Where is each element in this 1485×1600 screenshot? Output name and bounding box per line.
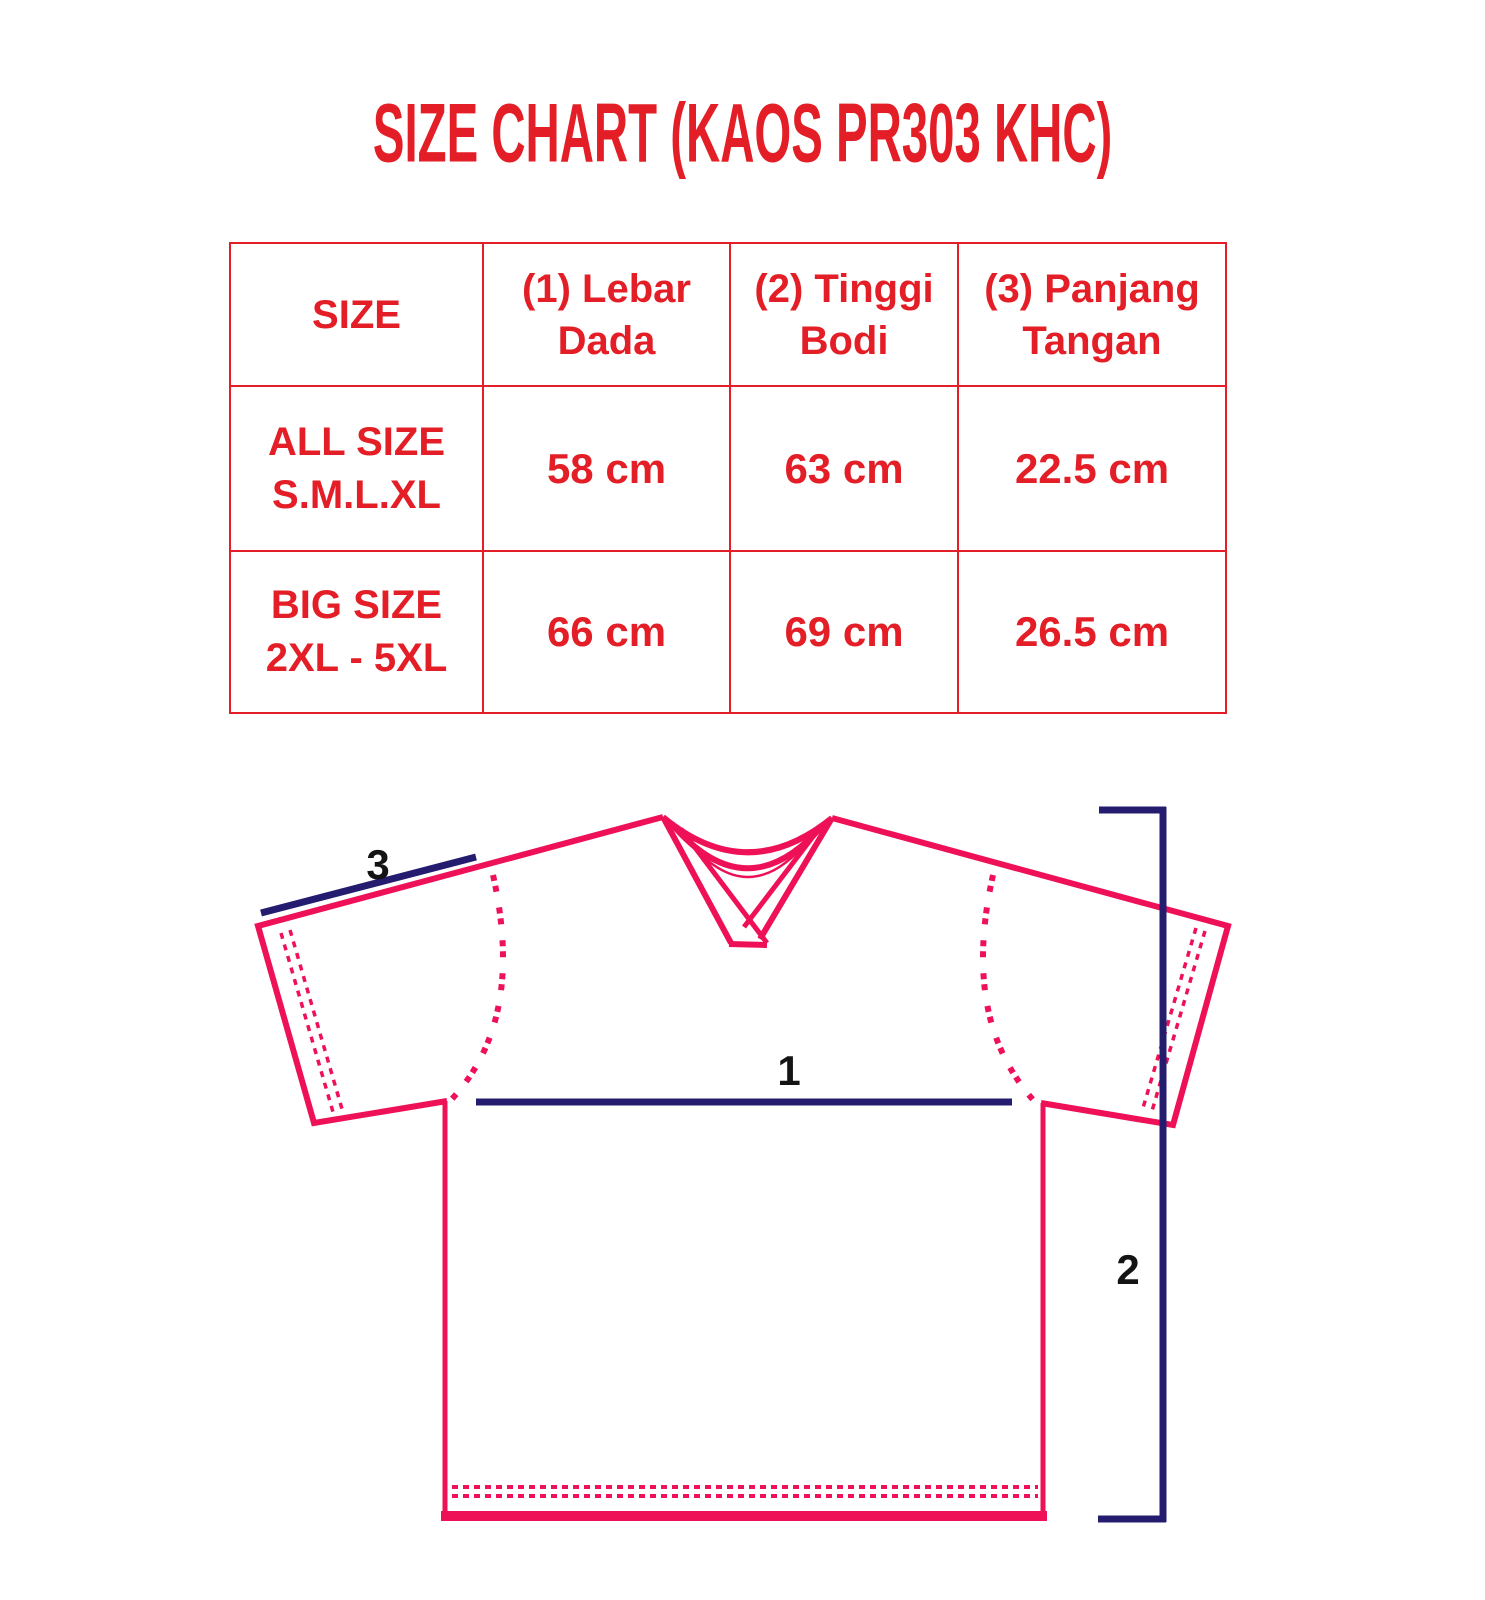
back-collar-top-arc bbox=[661, 814, 834, 856]
measurement-lines bbox=[260, 806, 1167, 1523]
collar-right-outer bbox=[757, 816, 835, 941]
cell-all-size-tinggi-bodi: 63 cm bbox=[729, 385, 959, 552]
cell-all-size-label: ALL SIZE S.M.L.XL bbox=[229, 385, 484, 552]
cell-big-size-panjang-tangan: 26.5 cm bbox=[957, 550, 1227, 714]
left-armhole-stitch bbox=[448, 874, 506, 1103]
right-armhole-stitch bbox=[980, 874, 1038, 1105]
vneck-collar bbox=[660, 814, 835, 948]
header-tinggi-bodi: (2) Tinggi Bodi bbox=[729, 242, 959, 387]
right-sleeve-outline bbox=[831, 815, 1232, 1129]
left-cuff-stitch-outer bbox=[279, 932, 335, 1113]
table-row-big-size: BIG SIZE 2XL - 5XL 66 cm 69 cm 26.5 cm bbox=[229, 550, 1227, 714]
cell-big-size-label: BIG SIZE 2XL - 5XL bbox=[229, 550, 484, 714]
collar-left-outer bbox=[660, 815, 734, 945]
left-sleeve-outline bbox=[254, 814, 664, 1127]
sleeve-length-label: 3 bbox=[366, 841, 389, 888]
back-collar-bottom-arc bbox=[669, 822, 826, 872]
cell-big-size-tinggi-bodi: 69 cm bbox=[729, 550, 959, 714]
cell-all-size-lebar-dada: 58 cm bbox=[482, 385, 731, 552]
all-size-label-line2: S.M.L.XL bbox=[272, 472, 441, 517]
page-title-text: SIZE CHART (KAOS PR303 KHC) bbox=[372, 86, 1113, 180]
page-title: SIZE CHART (KAOS PR303 KHC) bbox=[0, 86, 1485, 180]
stitch-lines bbox=[279, 874, 1207, 1498]
right-cuff-stitch-inner bbox=[1141, 927, 1198, 1109]
table-row-all-size: ALL SIZE S.M.L.XL 58 cm 63 cm 22.5 cm bbox=[229, 385, 1227, 552]
tshirt-diagram: 1 2 3 bbox=[254, 806, 1232, 1523]
tshirt-outline bbox=[254, 814, 1232, 1521]
left-cuff-stitch-inner bbox=[288, 929, 344, 1110]
back-collar-inner-arc bbox=[685, 837, 811, 879]
all-size-label-line1: ALL SIZE bbox=[267, 419, 446, 464]
chest-width-label: 1 bbox=[777, 1047, 800, 1094]
body-height-line bbox=[1098, 806, 1167, 1523]
cell-big-size-lebar-dada: 66 cm bbox=[482, 550, 731, 714]
cell-all-size-panjang-tangan: 22.5 cm bbox=[957, 385, 1227, 552]
header-lebar-dada: (1) Lebar Dada bbox=[482, 242, 731, 387]
table-header-row: SIZE (1) Lebar Dada (2) Tinggi Bodi (3) … bbox=[229, 242, 1227, 387]
sleeve-length-line bbox=[260, 853, 477, 917]
header-size: SIZE bbox=[229, 242, 484, 387]
body-height-label: 2 bbox=[1116, 1246, 1139, 1293]
big-size-label-line1: BIG SIZE bbox=[270, 583, 443, 628]
collar-tip-bottom bbox=[728, 941, 768, 948]
size-chart-table: SIZE (1) Lebar Dada (2) Tinggi Bodi (3) … bbox=[229, 242, 1227, 714]
header-panjang-tangan: (3) Panjang Tangan bbox=[957, 242, 1227, 387]
big-size-label-line2: 2XL - 5XL bbox=[265, 636, 448, 680]
